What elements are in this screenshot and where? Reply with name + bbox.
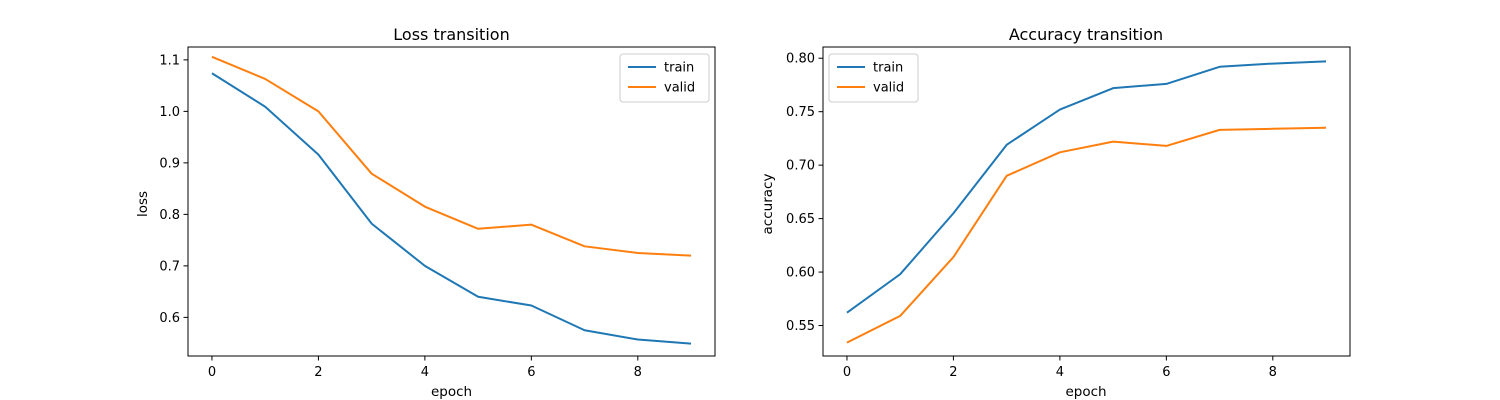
series-line-valid: [211, 55, 692, 257]
x-tick-label: 4: [421, 365, 429, 380]
y-tick-label: 0.75: [786, 105, 815, 120]
y-tick-label: 0.65: [786, 212, 815, 227]
x-axis-label: epoch: [431, 384, 472, 400]
y-axis-label: loss: [135, 191, 151, 217]
series-line-train: [211, 72, 692, 345]
accuracy-chart: Accuracy transition 0 2 4 6 8 0.55 0.60 0.65 0.7…: [760, 25, 1351, 400]
series-line-train: [846, 60, 1327, 314]
series-line-valid: [846, 126, 1327, 344]
plot-area: 0 2 4 6 8 0.6 0.7 0.8 0.9 1.0 1.1 train valid: [159, 46, 716, 380]
y-tick-label: 1.0: [159, 105, 180, 120]
x-tick-label: 8: [1269, 365, 1277, 380]
x-tick-label: 4: [1056, 365, 1064, 380]
legend: train valid: [828, 53, 919, 103]
legend-label: train: [664, 61, 694, 76]
legend-label: train: [873, 61, 903, 76]
axes-frame: [822, 46, 1351, 357]
y-tick-label: 1.1: [159, 53, 180, 68]
legend: train valid: [619, 53, 710, 103]
y-tick-label: 0.80: [786, 52, 815, 67]
x-tick-label: 2: [314, 365, 322, 380]
x-tick-label: 6: [527, 365, 535, 380]
y-tick-label: 0.8: [159, 208, 180, 223]
legend-label: valid: [873, 81, 904, 96]
plot-area: 0 2 4 6 8 0.55 0.60 0.65 0.70 0.75 0.80 train valid: [786, 46, 1351, 380]
x-tick-label: 6: [1162, 365, 1170, 380]
chart-title: Accuracy transition: [1009, 25, 1163, 44]
loss-chart: Loss transition 0 2 4 6 8 0.6 0.7 0.8 0.9 1.0 1.1 t…: [135, 25, 716, 400]
y-tick-label: 0.6: [159, 311, 180, 326]
y-tick-label: 0.70: [786, 159, 815, 174]
y-tick-label: 0.9: [159, 156, 180, 171]
x-tick-label: 2: [949, 365, 957, 380]
x-tick-label: 8: [634, 365, 642, 380]
x-tick-label: 0: [208, 365, 216, 380]
y-axis-label: accuracy: [760, 174, 776, 235]
y-tick-label: 0.55: [786, 319, 815, 334]
x-axis-label: epoch: [1065, 384, 1106, 400]
x-tick-label: 0: [843, 365, 851, 380]
axes-frame: [187, 46, 716, 357]
legend-label: valid: [664, 81, 695, 96]
y-tick-label: 0.60: [786, 266, 815, 281]
chart-title: Loss transition: [393, 25, 509, 44]
y-tick-label: 0.7: [159, 259, 180, 274]
